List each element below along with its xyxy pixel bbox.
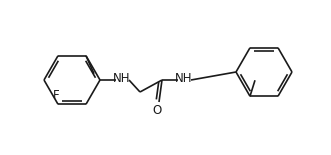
Text: NH: NH [175, 71, 193, 84]
Text: O: O [152, 104, 162, 117]
Text: NH: NH [113, 71, 131, 84]
Text: F: F [53, 89, 59, 102]
